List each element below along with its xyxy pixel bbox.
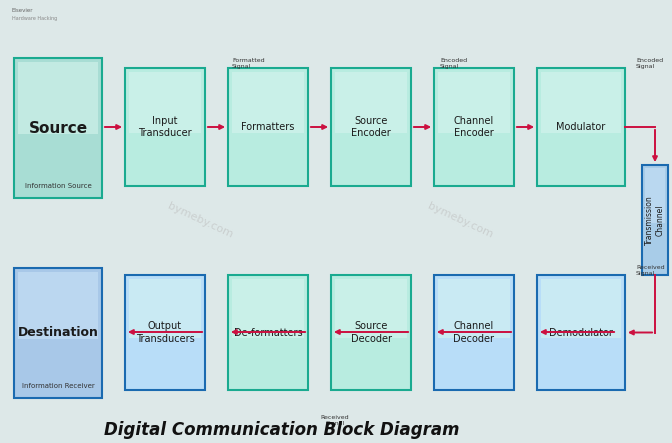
Bar (541, 72, 621, 133)
Bar (232, 279, 304, 338)
Text: bymeby.com: bymeby.com (426, 201, 494, 240)
Bar (541, 279, 621, 338)
Bar (438, 72, 510, 133)
Text: Source
Decoder: Source Decoder (351, 321, 392, 344)
Text: Input
Transducer: Input Transducer (138, 116, 192, 138)
Bar (335, 72, 407, 133)
Bar (331, 68, 411, 186)
Text: Destination: Destination (17, 326, 98, 339)
Text: Elsevier: Elsevier (12, 8, 34, 13)
Bar (125, 275, 205, 390)
Text: Channel
Encoder: Channel Encoder (454, 116, 494, 138)
Text: Digital Communication Block Diagram: Digital Communication Block Diagram (104, 421, 460, 439)
Bar (129, 72, 201, 133)
Bar (18, 272, 98, 339)
Bar (642, 165, 668, 275)
Text: Received
Signal: Received Signal (636, 265, 665, 276)
Text: Formatted
Signal: Formatted Signal (232, 58, 265, 69)
Bar (129, 279, 201, 338)
Bar (232, 72, 304, 133)
Bar (438, 279, 510, 338)
Text: Demodulator: Demodulator (549, 327, 613, 338)
Text: Formatters: Formatters (241, 122, 295, 132)
Bar (228, 275, 308, 390)
Bar (331, 275, 411, 390)
Text: Received
Signal: Received Signal (321, 415, 349, 426)
Text: Transmission
Channel: Transmission Channel (645, 195, 665, 245)
Bar (335, 279, 407, 338)
Text: Source
Encoder: Source Encoder (351, 116, 391, 138)
Bar (537, 68, 625, 186)
Bar (125, 68, 205, 186)
Bar (14, 268, 102, 398)
Bar (18, 62, 98, 134)
Bar (434, 68, 514, 186)
Bar (14, 58, 102, 198)
Bar (537, 275, 625, 390)
Text: Encoded
Signal: Encoded Signal (636, 58, 663, 69)
Text: Output
Transducers: Output Transducers (136, 321, 194, 344)
Bar (645, 168, 665, 223)
Text: Hardware Hacking: Hardware Hacking (12, 16, 57, 21)
Text: Modulator: Modulator (556, 122, 605, 132)
Text: Channel
Decoder: Channel Decoder (454, 321, 495, 344)
Text: Information Receiver: Information Receiver (22, 383, 94, 389)
Bar (228, 68, 308, 186)
Text: Source: Source (28, 120, 87, 136)
Text: Encoded
Signal: Encoded Signal (440, 58, 467, 69)
Text: De-formatters: De-formatters (234, 327, 302, 338)
Text: bymeby.com: bymeby.com (166, 201, 234, 240)
Bar (434, 275, 514, 390)
Text: Information Source: Information Source (25, 183, 91, 189)
